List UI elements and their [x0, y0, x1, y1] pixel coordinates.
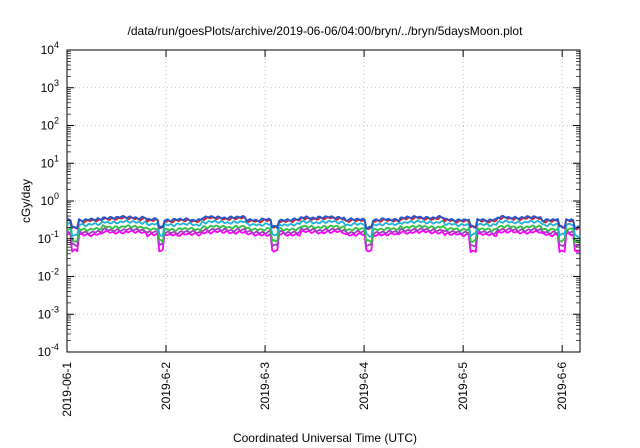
series-line — [66, 215, 581, 231]
x-tick-label: 2019-06-1 — [60, 362, 74, 417]
x-tick-label: 2019-6-6 — [555, 362, 569, 410]
y-tick-label: 100 — [41, 191, 59, 208]
x-tick-label: 2019-6-2 — [159, 362, 173, 410]
y-tick-label: 10-3 — [38, 304, 59, 321]
chart-title: /data/run/goesPlots/archive/2019-06-06/0… — [128, 24, 524, 38]
x-axis-label: Coordinated Universal Time (UTC) — [233, 431, 417, 445]
series-line — [66, 224, 581, 244]
x-axis-ticks: 2019-06-1 2019-6-2 2019-6-3 2019-6-4 2019-6-… — [60, 50, 569, 417]
y-tick-label: 102 — [41, 116, 59, 133]
x-tick-label: 2019-6-4 — [357, 362, 371, 410]
y-tick-label: 10-1 — [38, 229, 59, 246]
x-tick-label: 2019-6-5 — [456, 362, 470, 410]
y-tick-label: 104 — [41, 40, 59, 57]
y-axis-ticks: 10-4 10-3 10-2 10-1 100 101 102 103 104 — [38, 40, 580, 359]
y-tick-label: 103 — [41, 78, 59, 95]
y-tick-label: 10-4 — [38, 342, 59, 359]
series-line — [66, 227, 581, 248]
grid-lines — [67, 50, 580, 352]
series-line — [66, 214, 581, 230]
y-axis-label: cGy/day — [19, 179, 33, 223]
series-line — [66, 229, 581, 254]
series-layer — [66, 214, 581, 254]
x-tick-label: 2019-6-3 — [258, 362, 272, 410]
series-line — [66, 219, 581, 239]
y-tick-label: 101 — [41, 153, 59, 170]
y-tick-label: 10-2 — [38, 267, 59, 284]
